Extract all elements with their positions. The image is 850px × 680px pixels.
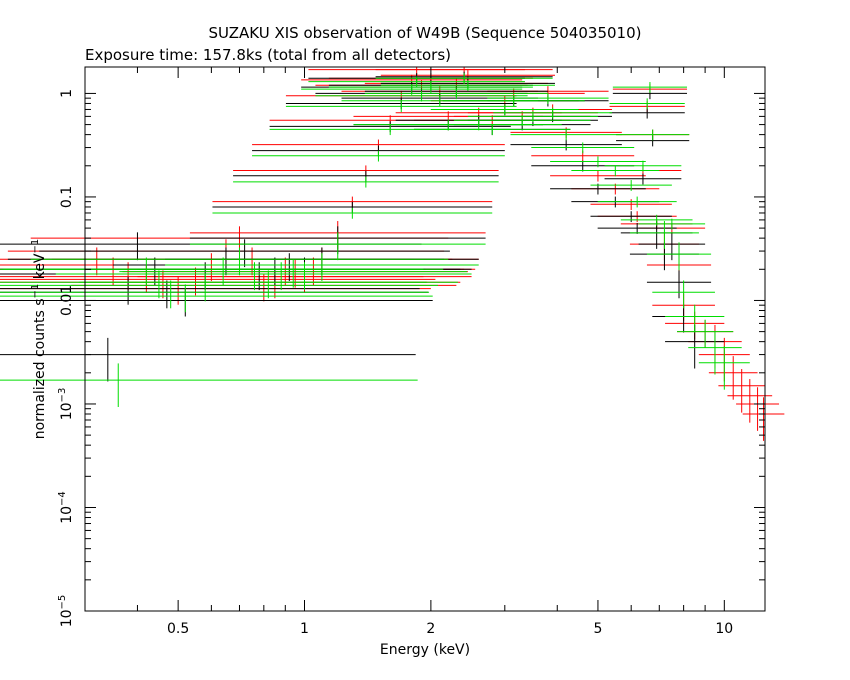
data-point: [137, 262, 472, 291]
y-axis-label-exp1: −1: [30, 284, 41, 299]
data-point: [375, 73, 553, 85]
x-tick-label: 2: [426, 621, 435, 637]
series-1: [0, 71, 725, 382]
data-point: [364, 88, 548, 100]
x-axis: 0.5 1 2 5 10: [84, 67, 733, 637]
data-point: [0, 337, 416, 382]
data-point: [677, 319, 734, 348]
data-point: [510, 139, 622, 151]
series-2: [0, 73, 750, 407]
data-point: [718, 369, 765, 413]
data-point: [0, 232, 422, 261]
data-point: [638, 232, 706, 261]
data-point: [315, 90, 528, 102]
data-point: [285, 101, 517, 113]
data-point: [550, 156, 646, 168]
data-point: [487, 93, 609, 104]
data-point: [380, 80, 555, 91]
data-point: [629, 221, 699, 249]
data-point: [39, 239, 450, 268]
data-point: [708, 356, 758, 400]
y-axis-label-exp2: −1: [30, 239, 41, 254]
y-tick-label: 0.01: [59, 285, 75, 316]
x-tick-label: 5: [593, 621, 602, 637]
data-point: [252, 150, 505, 162]
data-point: [736, 387, 780, 431]
data-point: [665, 304, 725, 333]
data-point: [698, 346, 750, 390]
data-point: [652, 280, 715, 309]
plot-data: [0, 67, 785, 441]
data-point: [531, 142, 635, 154]
data-point: [442, 95, 585, 107]
data-point: [609, 98, 685, 110]
data-point: [233, 176, 499, 188]
data-point: [604, 160, 682, 172]
plot-frame: [84, 66, 766, 612]
data-point: [395, 119, 562, 131]
data-point: [78, 270, 458, 299]
data-point: [646, 242, 712, 271]
y-axis: 1 0.1 0.01 10−3 10−4 10−5: [57, 89, 765, 627]
data-point: [612, 82, 688, 93]
data-point: [590, 180, 672, 191]
data-point: [604, 173, 682, 185]
data-point: [550, 170, 646, 182]
x-tick-label: 0.5: [167, 621, 189, 637]
data-point: [609, 107, 685, 119]
data-point: [688, 330, 742, 375]
y-tick-label: 10−3: [57, 388, 75, 421]
data-point: [571, 165, 660, 177]
data-point: [597, 223, 677, 234]
y-tick-label: 0.1: [59, 186, 75, 208]
y-axis-label-mid: keV: [32, 253, 48, 284]
data-point: [590, 211, 672, 223]
data-point: [597, 196, 677, 208]
x-axis-label: Energy (keV): [380, 642, 470, 658]
data-point: [0, 273, 439, 302]
data-point: [493, 107, 612, 119]
data-point: [189, 232, 486, 261]
data-point: [0, 363, 418, 407]
data-point: [590, 199, 672, 210]
y-tick-label: 10−5: [57, 595, 75, 628]
y-axis-label-text: normalized counts s: [32, 298, 48, 439]
y-tick-label: 10−4: [57, 491, 75, 524]
data-point: [0, 284, 433, 313]
x-tick-label: 10: [715, 621, 733, 637]
data-point: [165, 253, 479, 282]
data-point: [212, 207, 493, 219]
data-point: [71, 273, 457, 302]
data-point: [646, 270, 712, 299]
data-point: [510, 129, 622, 141]
data-point: [430, 104, 579, 116]
data-point: [328, 82, 533, 93]
chart-title: SUZAKU XIS observation of W49B (Sequence…: [209, 24, 642, 42]
y-axis-label: normalized counts s−1 keV−1: [30, 239, 48, 440]
chart-subtitle: Exposure time: 157.8ks (total from all d…: [85, 46, 451, 64]
data-point: [616, 129, 690, 141]
data-point: [414, 124, 571, 136]
data-point: [0, 267, 436, 296]
y-tick-label: 1: [59, 89, 75, 98]
data-point: [638, 218, 706, 230]
data-point: [30, 247, 449, 276]
x-tick-label: 1: [300, 621, 309, 637]
data-point: [453, 115, 591, 127]
